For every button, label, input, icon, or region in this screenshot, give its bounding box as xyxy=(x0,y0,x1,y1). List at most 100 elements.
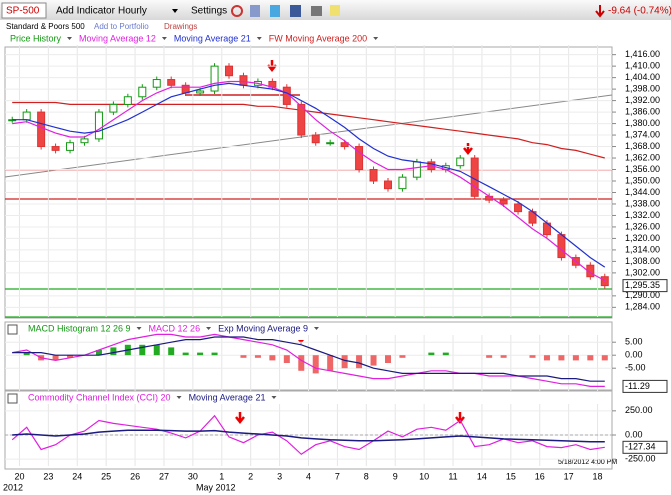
candle xyxy=(398,176,407,190)
candle xyxy=(239,75,248,86)
icon[interactable] xyxy=(270,5,280,17)
legend-dropdown xyxy=(176,396,182,399)
x-tick-label: 26 xyxy=(130,471,140,481)
histogram-bar xyxy=(486,355,493,358)
x-tick-label: 23 xyxy=(43,471,53,481)
histogram-bar xyxy=(370,355,377,366)
x-tick-label: 18 xyxy=(593,471,603,481)
settings[interactable]: Settings xyxy=(191,6,227,17)
legend-dropdown xyxy=(256,37,262,40)
y-tick-label: 250.00 xyxy=(625,405,653,415)
y-tick-label: 1,332.00 xyxy=(625,210,660,220)
y-tick-label: 1,308.00 xyxy=(625,256,660,266)
y-tick-label: 1,302.00 xyxy=(625,267,660,277)
y-tick-label: 1,404.00 xyxy=(625,72,660,82)
legend-entry: Commodity Channel Index (CCI) 20 xyxy=(28,392,171,402)
last-value-box xyxy=(622,279,668,293)
candle xyxy=(80,138,89,144)
legend-entry: MACD Histogram 12 26 9 xyxy=(28,323,131,333)
icon[interactable] xyxy=(311,6,322,16)
legend-entry: Moving Average 21 xyxy=(174,33,251,43)
y-tick-label: 1,326.00 xyxy=(625,221,660,231)
histogram-bar xyxy=(298,355,305,371)
y-tick-label: 1,284.00 xyxy=(625,302,660,312)
histogram-bar xyxy=(67,355,74,358)
icon[interactable] xyxy=(250,5,260,17)
histogram-bar xyxy=(500,355,507,358)
icon[interactable] xyxy=(231,5,243,17)
change: -9.64 (-0.74%) xyxy=(608,6,671,17)
candle xyxy=(340,142,349,148)
symbol-box[interactable] xyxy=(1,2,47,19)
last-value-box xyxy=(622,440,668,454)
y-tick-label: 1,416.00 xyxy=(625,49,660,59)
y-tick-label: 1,398.00 xyxy=(625,83,660,93)
legend-dropdown xyxy=(161,37,167,40)
x-year-label: 2012 xyxy=(3,482,23,492)
histogram-bar xyxy=(211,352,218,356)
candle xyxy=(499,199,508,205)
candle xyxy=(22,111,31,121)
x-tick-label: 4 xyxy=(306,471,311,481)
histogram-bar xyxy=(384,355,391,363)
y-tick-label: 1,344.00 xyxy=(625,187,660,197)
candle xyxy=(586,264,595,278)
histogram-bar xyxy=(240,355,247,358)
legend-entry: Exp Moving Average 9 xyxy=(218,323,308,333)
y-tick-label: 1,338.00 xyxy=(625,198,660,208)
legend-entry: Moving Average 12 xyxy=(79,33,156,43)
series-line xyxy=(12,82,606,268)
drawings[interactable]: Drawings xyxy=(164,22,197,31)
series-line xyxy=(12,80,606,282)
legend-dropdown xyxy=(373,37,379,40)
x-tick-label: 9 xyxy=(393,471,398,481)
y-tick-label: 1,350.00 xyxy=(625,175,660,185)
histogram-bar xyxy=(110,347,117,356)
y-tick-label: 1,386.00 xyxy=(625,106,660,116)
candle xyxy=(109,103,118,113)
candle xyxy=(196,90,205,94)
x-tick-label: 25 xyxy=(101,471,111,481)
candle xyxy=(311,134,320,144)
legend-entry: Price History xyxy=(10,33,62,43)
x-tick-label: 7 xyxy=(335,471,340,481)
interval[interactable]: Hourly xyxy=(118,6,147,17)
histogram-bar xyxy=(283,355,290,363)
x-tick-label: 27 xyxy=(159,471,169,481)
red-arrow xyxy=(235,412,245,425)
candle xyxy=(66,142,75,151)
y-tick-label: 5.00 xyxy=(625,337,643,347)
y-tick-label: 1,368.00 xyxy=(625,141,660,151)
add-indicator[interactable]: Add Indicator xyxy=(56,6,116,17)
candle xyxy=(297,103,306,136)
legend-entry: FW Moving Average 200 xyxy=(269,33,367,43)
y-tick-label: -5.00 xyxy=(625,363,646,373)
dropdown-arrow[interactable] xyxy=(172,9,178,13)
last-value-label: -11.29 xyxy=(625,381,650,391)
candle xyxy=(383,180,392,190)
histogram-bar xyxy=(529,355,536,358)
histogram-bar xyxy=(168,347,175,356)
x-tick-label: 10 xyxy=(419,471,429,481)
close-button[interactable] xyxy=(7,393,18,404)
x-tick-label: 11 xyxy=(448,471,457,481)
symbol[interactable]: SP-500 xyxy=(6,6,40,17)
icon[interactable] xyxy=(290,5,301,17)
candle xyxy=(152,79,161,88)
candle xyxy=(210,65,219,92)
candle xyxy=(167,79,176,86)
y-tick-label: 1,356.00 xyxy=(625,164,660,174)
icon[interactable] xyxy=(330,5,340,16)
close-button[interactable] xyxy=(7,324,18,335)
candle xyxy=(94,111,103,140)
histogram-bar xyxy=(399,355,406,358)
x-tick-label: 24 xyxy=(72,471,82,481)
x-tick-label: 30 xyxy=(188,471,198,481)
add-to-portfolio[interactable]: Add to Portfolio xyxy=(94,22,149,31)
histogram-bar xyxy=(269,355,276,361)
histogram-bar xyxy=(356,355,363,369)
histogram-bar xyxy=(558,355,565,361)
legend-entry: MACD 12 26 xyxy=(149,323,201,333)
histogram-bar xyxy=(312,355,319,374)
down-arrow xyxy=(595,5,605,18)
